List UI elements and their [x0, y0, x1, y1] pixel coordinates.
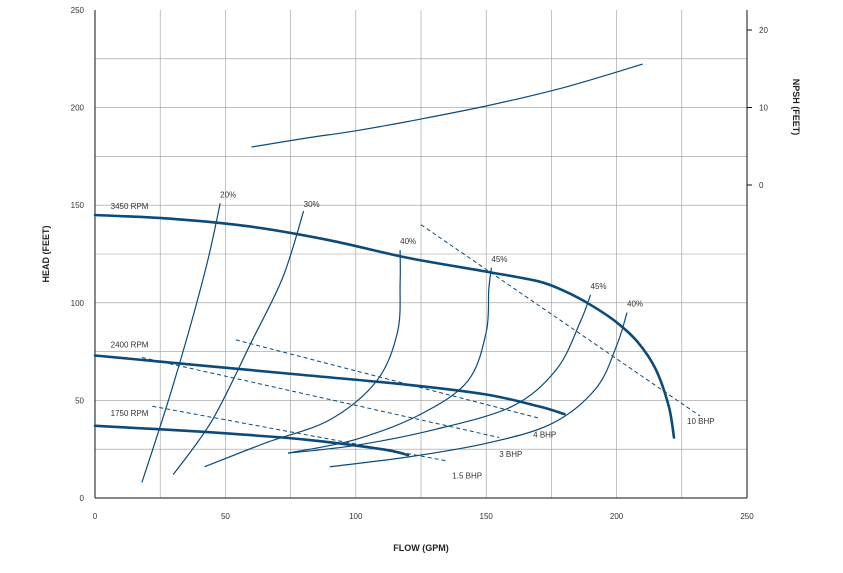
- efficiency-curve: [287, 267, 492, 454]
- bhp-lines: [141, 224, 701, 462]
- annotation-label: 1750 RPM: [111, 409, 149, 418]
- y-tick-label: 0: [80, 494, 85, 503]
- bhp-line: [141, 356, 500, 438]
- y2-tick-label: 0: [759, 181, 764, 190]
- y2-axis-title: NPSH (FEET): [791, 79, 801, 136]
- annotation-label: 4 BHP: [533, 430, 556, 439]
- x-tick-label: 50: [221, 512, 230, 521]
- annotation-label: 2400 RPM: [111, 341, 149, 350]
- bhp-line: [235, 339, 539, 419]
- annotation-label: 3450 RPM: [111, 202, 149, 211]
- annotation-label: 40%: [400, 237, 416, 246]
- axes: [94, 10, 748, 499]
- y-axis-title: HEAD (FEET): [41, 226, 51, 283]
- annotation-label: 45%: [491, 255, 507, 264]
- x-tick-label: 150: [480, 512, 494, 521]
- bhp-line: [420, 224, 701, 417]
- bhp-line: [152, 405, 448, 462]
- npsh-curve: [251, 63, 643, 148]
- y-tick-label: 250: [71, 6, 85, 15]
- x-tick-label: 0: [93, 512, 98, 521]
- x-tick-label: 250: [740, 512, 754, 521]
- x-axis-title: FLOW (GPM): [393, 543, 449, 553]
- annotation-label: 45%: [591, 282, 607, 291]
- efficiency-curve: [329, 312, 628, 468]
- y-tick-label: 150: [71, 201, 85, 210]
- speed-curve: [93, 213, 676, 439]
- efficiency-curve: [287, 294, 592, 454]
- x-tick-label: 200: [610, 512, 624, 521]
- y-tick-label: 50: [75, 396, 84, 405]
- annotation-label: 40%: [627, 300, 643, 309]
- speed-curve: [93, 424, 410, 457]
- annotation-label: 20%: [220, 190, 236, 199]
- annotation-label: 10 BHP: [687, 417, 715, 426]
- annotation-label: 1.5 BHP: [452, 471, 482, 480]
- efficiency-curve: [172, 210, 305, 475]
- speed-curve: [93, 354, 566, 416]
- tick-labels: 0 50 100 150 200 250 0 50 100 150 200 250 0 10 20: [71, 6, 769, 521]
- efficiency-curves: [141, 203, 628, 483]
- x-tick-label: 100: [349, 512, 363, 521]
- annotation-label: 30%: [304, 200, 320, 209]
- y2-tick-label: 10: [759, 104, 768, 113]
- y-tick-label: 200: [71, 104, 85, 113]
- y2-tick-label: 20: [759, 26, 768, 35]
- npsh-line: [251, 63, 643, 148]
- annotations: 3450 RPM 2400 RPM 1750 RPM 20% 30% 40% 45% 45% 4…: [111, 190, 715, 480]
- grid: [95, 10, 747, 498]
- y-tick-label: 100: [71, 299, 85, 308]
- speed-curves: [93, 213, 676, 457]
- annotation-label: 3 BHP: [499, 450, 522, 459]
- efficiency-curve: [141, 203, 221, 483]
